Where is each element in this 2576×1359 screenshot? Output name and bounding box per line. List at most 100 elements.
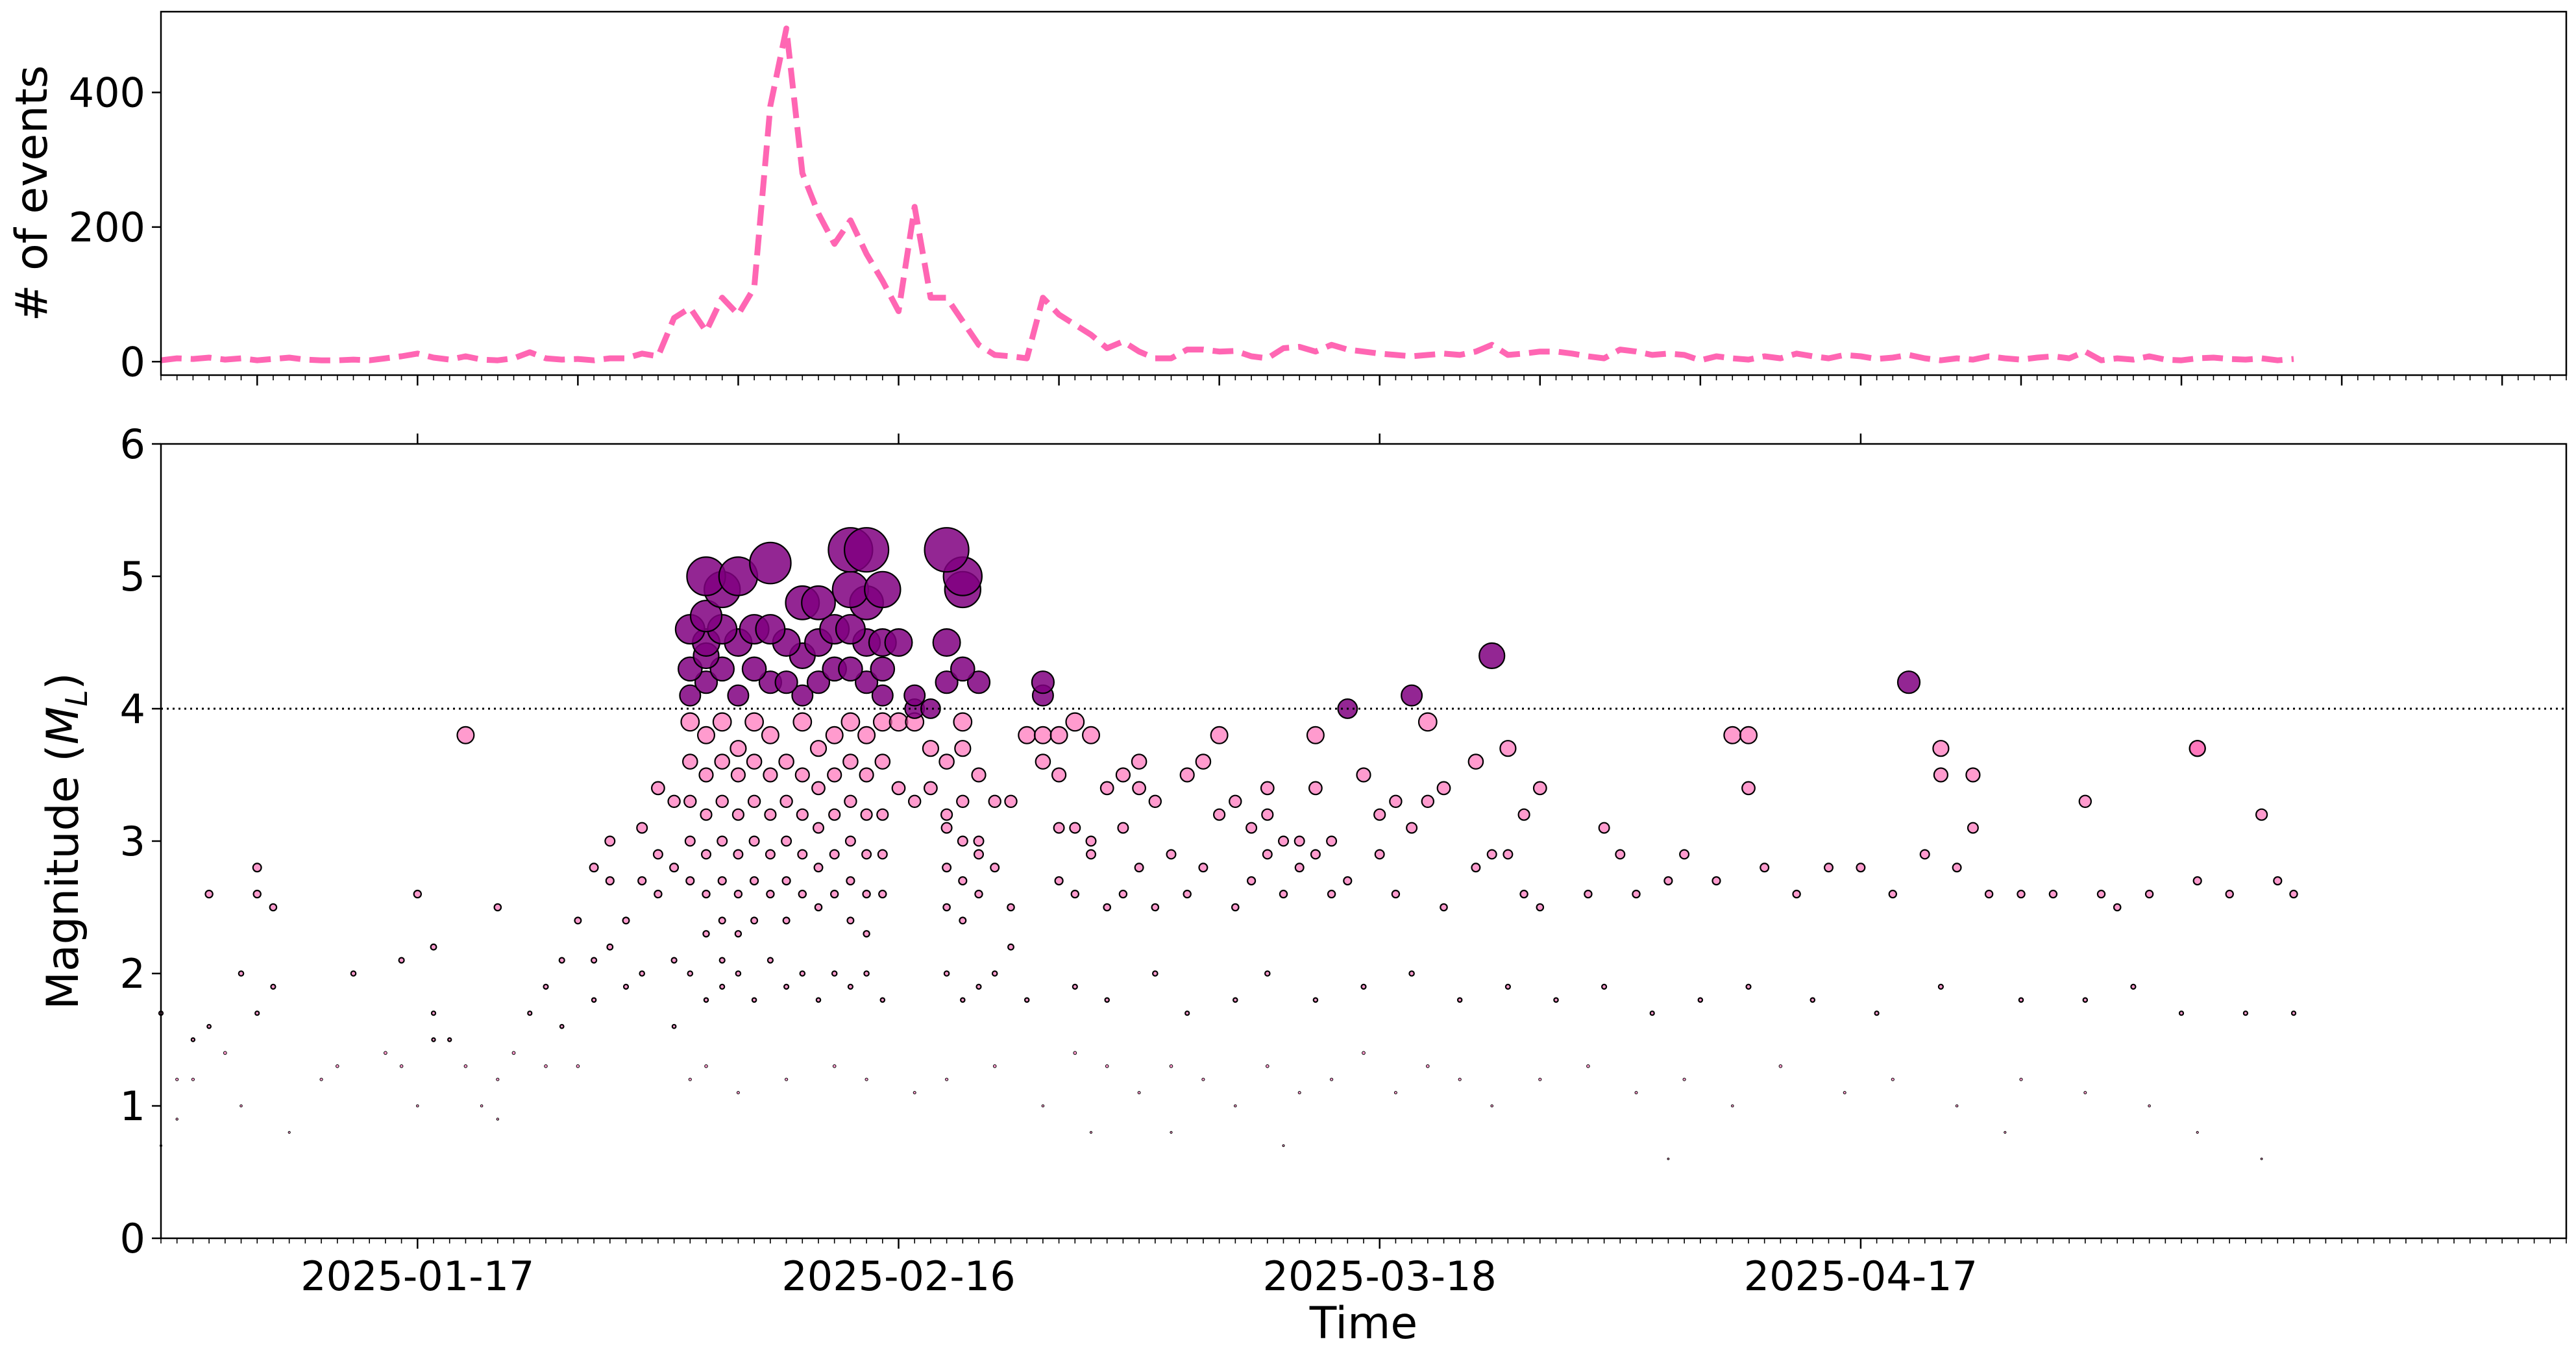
event-marker	[2289, 889, 2298, 899]
event-marker	[761, 726, 779, 744]
event-marker	[685, 876, 695, 886]
event-marker	[992, 1064, 997, 1068]
event-marker	[689, 600, 723, 633]
event-marker	[1467, 753, 1484, 770]
bottom-y-tick-label: 3	[120, 818, 145, 865]
event-marker	[966, 670, 991, 694]
event-marker	[2178, 1010, 2185, 1016]
event-marker	[1373, 808, 1386, 821]
event-marker	[1615, 849, 1626, 860]
event-marker	[727, 684, 750, 707]
event-marker	[778, 753, 794, 770]
event-marker	[798, 889, 807, 899]
event-marker	[1041, 1104, 1045, 1108]
event-marker	[844, 835, 856, 847]
event-marker	[1401, 684, 1423, 707]
event-marker	[920, 698, 941, 719]
event-marker	[718, 916, 726, 925]
event-marker	[935, 670, 959, 694]
event-marker	[576, 1064, 580, 1068]
event-marker	[1007, 903, 1015, 912]
event-marker	[1245, 822, 1258, 834]
event-marker	[751, 997, 757, 1003]
event-marker	[1919, 849, 1930, 860]
event-marker	[1229, 794, 1242, 809]
event-marker	[252, 889, 262, 899]
event-marker	[792, 712, 813, 732]
event-marker	[2078, 794, 2092, 809]
bottom-x-tick-label: 2025-04-17	[1744, 1253, 1978, 1300]
event-marker	[496, 1118, 499, 1121]
bottom-y-axis: 0 1 2 3 4 5 6	[120, 421, 161, 1262]
event-marker	[669, 863, 680, 873]
event-marker	[1965, 767, 1981, 783]
event-marker	[942, 863, 952, 873]
event-marker	[838, 656, 863, 682]
event-marker	[1933, 767, 1948, 783]
event-marker	[938, 753, 955, 770]
event-marker	[1231, 903, 1240, 912]
bottom-y-tick-label: 4	[120, 685, 145, 733]
event-marker	[1667, 1157, 1670, 1160]
event-marker	[1327, 889, 1336, 899]
event-marker	[765, 849, 776, 860]
event-marker	[870, 656, 896, 682]
event-marker	[811, 781, 826, 796]
event-marker	[1234, 1104, 1237, 1108]
event-marker	[988, 794, 1001, 809]
event-marker	[2004, 1131, 2007, 1134]
event-marker	[2048, 889, 2058, 899]
event-marker	[700, 808, 713, 821]
event-marker	[879, 997, 886, 1003]
top-y-tick-label: 200	[69, 204, 145, 251]
event-marker	[1306, 726, 1325, 744]
event-marker	[574, 916, 582, 925]
bottom-y-tick-label: 5	[120, 553, 145, 600]
event-marker	[1007, 943, 1014, 951]
event-marker	[704, 1064, 708, 1068]
event-marker	[559, 1023, 565, 1029]
event-marker	[413, 889, 423, 899]
top-y-axis: 0 200 400	[69, 69, 161, 386]
event-marker	[835, 614, 866, 645]
event-marker	[831, 970, 838, 977]
event-marker	[1179, 767, 1195, 783]
event-marker	[1035, 753, 1051, 770]
event-marker	[829, 889, 839, 899]
event-marker	[1072, 983, 1078, 990]
event-marker	[605, 876, 615, 886]
event-marker	[1490, 1104, 1493, 1108]
event-marker	[1183, 889, 1192, 899]
event-marker	[736, 1091, 740, 1095]
event-marker	[781, 835, 792, 847]
event-marker	[1937, 983, 1944, 990]
event-marker	[907, 794, 922, 809]
event-marker	[1117, 822, 1129, 834]
event-marker	[1134, 863, 1144, 873]
event-marker	[702, 889, 711, 899]
event-marker	[1054, 876, 1064, 886]
event-marker	[399, 1064, 404, 1068]
event-marker	[865, 1077, 868, 1081]
event-marker	[1984, 889, 1994, 899]
event-marker	[254, 1010, 260, 1016]
event-marker	[480, 1104, 484, 1108]
bottom-x-axis-label: Time	[1309, 1298, 1417, 1349]
event-marker	[175, 1077, 179, 1081]
event-marker	[1073, 1051, 1077, 1055]
event-marker	[733, 849, 744, 860]
event-marker	[831, 570, 870, 609]
event-marker	[714, 753, 730, 770]
event-marker	[2196, 1131, 2199, 1134]
event-marker	[1033, 726, 1052, 744]
event-marker	[683, 794, 697, 809]
event-marker	[1294, 863, 1305, 873]
event-marker	[940, 808, 953, 821]
event-marker	[733, 889, 743, 899]
event-marker	[846, 876, 855, 886]
bottom-y-axis-label: Magnitude (ML)	[38, 672, 94, 1009]
event-marker	[878, 889, 887, 899]
event-marker	[680, 712, 700, 732]
event-marker	[2260, 1157, 2263, 1160]
